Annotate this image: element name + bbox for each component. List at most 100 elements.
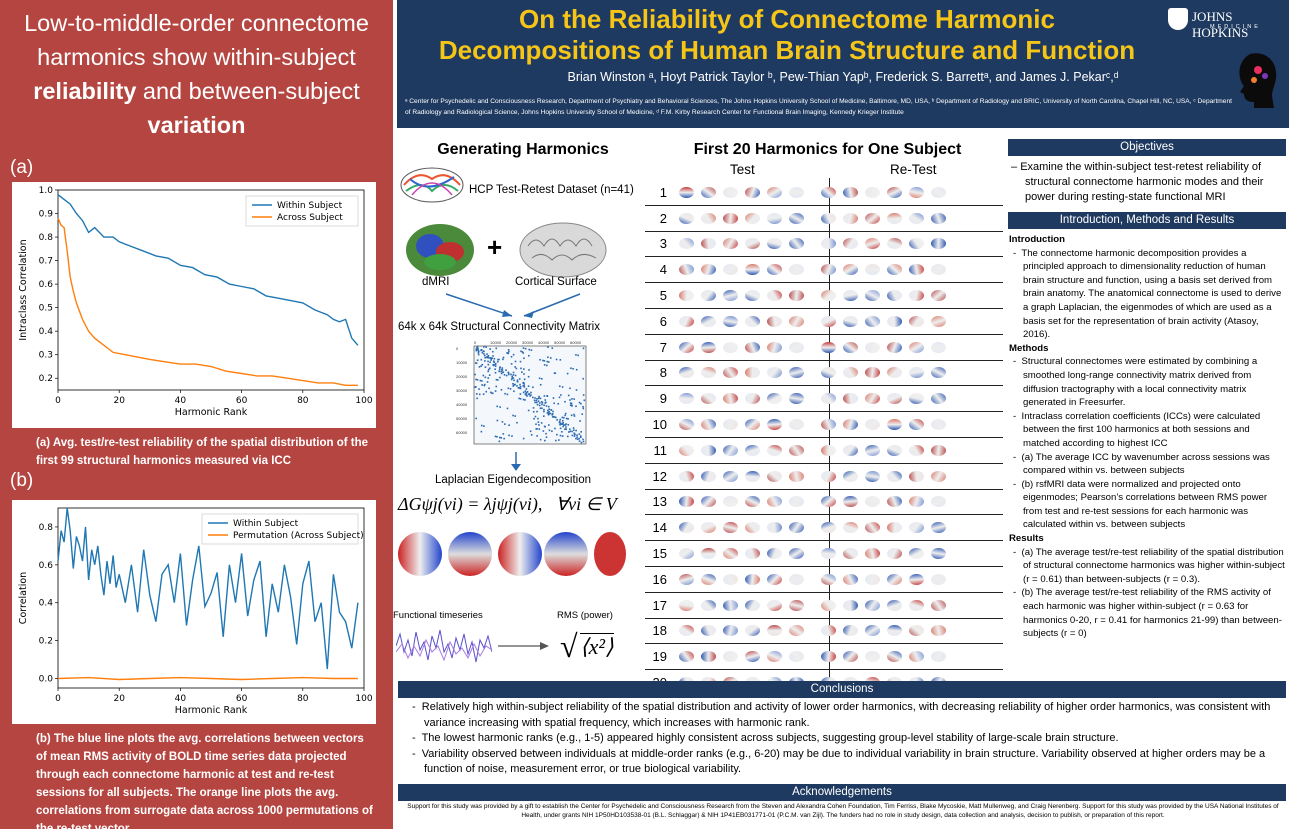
affiliations: ᵃ Center for Psychedelic and Consciousne…	[405, 98, 1232, 116]
harmonic-brain-map	[789, 573, 804, 585]
harmonic-brain-map	[931, 651, 946, 663]
matrix-cell	[485, 390, 488, 393]
conclusions-list: - Relatively high within-subject reliabi…	[398, 700, 1278, 778]
matrix-cell	[495, 347, 498, 350]
matrix-cell	[496, 379, 499, 381]
matrix-cell	[522, 352, 525, 354]
matrix-cell	[544, 439, 546, 442]
matrix-cell	[474, 373, 476, 376]
matrix-cell	[547, 424, 550, 426]
y-tick-label: 0.4	[39, 599, 54, 609]
matrix-cell	[512, 374, 515, 376]
convergence-arrows	[445, 293, 581, 318]
matrix-cell	[580, 441, 583, 444]
matrix-tick-left-0: 0	[456, 346, 459, 351]
harmonic-brain-map	[767, 238, 782, 250]
harmonic-brain-map	[745, 290, 760, 302]
x-tick-label: 40	[175, 694, 187, 704]
matrix-cell	[553, 402, 555, 405]
harmonic-row: 16	[645, 567, 1003, 593]
matrix-cell	[533, 399, 536, 402]
matrix-cell	[477, 348, 479, 350]
matrix-cell	[550, 409, 553, 411]
matrix-cell	[541, 378, 543, 380]
harmonic-brain-map	[821, 264, 836, 276]
harmonic-brain-map	[767, 393, 782, 405]
matrix-cell	[513, 390, 515, 393]
harmonic-row-number: 15	[652, 546, 667, 562]
matrix-cell	[503, 374, 506, 376]
dmri-label: dMRI	[422, 276, 450, 288]
matrix-tick-top-0: 0	[474, 340, 477, 345]
matrix-cell	[494, 390, 497, 392]
poster-header	[397, 0, 1289, 128]
legend-box	[245, 195, 359, 227]
matrix-cell	[547, 361, 550, 363]
harmonic-brain-map	[679, 264, 694, 276]
icc-chart: 0 20 40 60 80 100 0.2 0.3 0.4 0.5 0.6 0.7 0.8 0.9 1.0 H…	[18, 186, 373, 418]
harmonic-row-number: 12	[652, 468, 667, 484]
harmonic-brain-map	[767, 651, 782, 663]
harmonic-row-number: 8	[659, 365, 667, 381]
matrix-cell	[582, 440, 585, 443]
matrix-cell	[521, 351, 524, 353]
matrix-cell	[502, 433, 505, 435]
matrix-cell	[476, 359, 479, 362]
matrix-cell	[576, 434, 578, 436]
matrix-cell	[558, 385, 561, 388]
harmonic-brain-map	[789, 315, 804, 327]
matrix-cell	[580, 402, 582, 405]
harmonic-row-number: 2	[659, 210, 667, 226]
harmonic-brain-map	[745, 625, 760, 637]
harmonic-brain-map	[723, 367, 738, 379]
matrix-cell	[546, 395, 549, 397]
matrix-cell	[496, 435, 498, 438]
matrix-cell	[544, 399, 547, 401]
x-tick-label: 0	[55, 694, 61, 704]
matrix-cell	[498, 370, 501, 373]
harmonic-brain-map	[865, 315, 880, 327]
matrix-cell	[532, 386, 534, 389]
harmonic-brain-map	[701, 315, 716, 327]
harmonic-row-number: 11	[653, 442, 668, 458]
matrix-cell	[516, 421, 518, 424]
matrix-cell	[564, 414, 566, 417]
harmonic-brain-map	[887, 367, 902, 379]
harmonic-brain-map	[789, 212, 804, 224]
harmonic-brain-map	[931, 212, 946, 224]
harmonic-brain-map	[679, 238, 694, 250]
matrix-cell	[547, 356, 549, 359]
harmonic-brain-map	[931, 522, 946, 534]
harmonic-brain-map	[745, 367, 760, 379]
harmonic-brain-map	[887, 393, 902, 405]
matrix-cell	[506, 407, 509, 410]
matrix-cell	[482, 393, 485, 396]
harmonic-brain-map	[909, 625, 924, 637]
conclusions-bar: Conclusions	[398, 681, 1286, 698]
matrix-cell	[537, 417, 539, 420]
harmonic-brain-map	[767, 573, 782, 585]
matrix-cell	[522, 385, 525, 387]
harmonic-brain-map	[723, 264, 738, 276]
matrix-cell	[478, 388, 480, 390]
matrix-cell	[532, 396, 534, 399]
matrix-cell	[562, 421, 564, 424]
matrix-cell	[567, 418, 569, 420]
matrix-cell	[481, 384, 483, 386]
matrix-cell	[544, 425, 546, 428]
harmonic-brain-map	[865, 599, 880, 611]
matrix-cell	[475, 349, 478, 352]
harmonic-brain-map	[723, 315, 738, 327]
matrix-cell	[541, 401, 544, 404]
matrix-cell	[552, 410, 554, 413]
matrix-cell	[511, 375, 513, 378]
matrix-cell	[522, 437, 525, 440]
matrix-cell	[510, 355, 513, 358]
matrix-cell	[504, 423, 506, 425]
harmonic-brain-map	[887, 496, 902, 508]
matrix-cell	[480, 349, 483, 351]
matrix-cell	[559, 418, 562, 421]
objectives-text: – Examine the within-subject test-retest…	[1011, 161, 1264, 203]
matrix-cell	[569, 428, 571, 431]
harmonic-brain-map	[679, 651, 694, 663]
